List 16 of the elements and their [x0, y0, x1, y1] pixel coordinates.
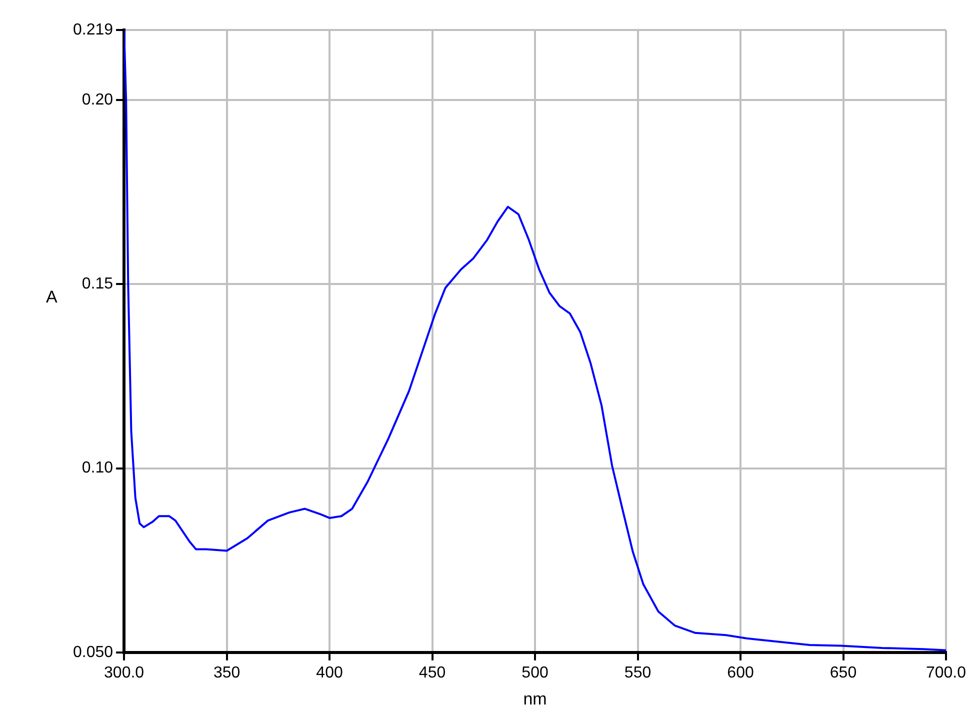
y-axis-title: A: [46, 287, 58, 306]
x-tick-label: 350: [213, 664, 240, 682]
x-tick-label: 600: [727, 664, 754, 682]
y-tick-label: 0.050: [72, 644, 114, 661]
x-tick-label: 450: [418, 664, 446, 682]
x-tick-label: 650: [830, 664, 857, 682]
x-axis-title: nm: [523, 689, 547, 708]
y-tick-label: 0.219: [72, 21, 114, 38]
y-tick-label: 0.20: [82, 91, 114, 108]
y-tick-label: 0.10: [82, 460, 114, 477]
x-tick-label: 500: [522, 664, 548, 682]
x-tick-label: 400: [316, 664, 343, 682]
x-tick-label: 550: [624, 664, 652, 682]
x-tick-label: 300.0: [104, 664, 144, 682]
x-tick-label: 700.0: [926, 664, 966, 682]
y-tick-label: 0.15: [82, 276, 114, 293]
